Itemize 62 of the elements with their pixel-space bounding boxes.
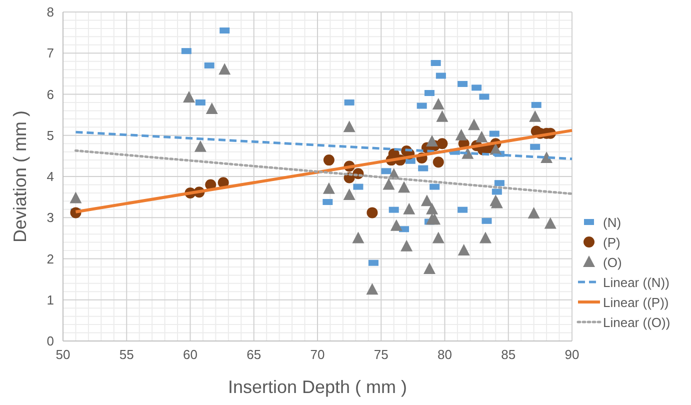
y-tick-label: 1 (46, 292, 54, 308)
point (322, 182, 335, 194)
point (218, 63, 231, 75)
point (343, 120, 356, 132)
point (528, 207, 540, 219)
x-tick-label: 65 (246, 347, 262, 362)
y-tick-label: 7 (46, 46, 54, 61)
point (458, 244, 470, 256)
legend-label: Linear ((P)) (603, 295, 669, 310)
point (432, 98, 444, 110)
point (390, 219, 402, 231)
point (540, 151, 553, 163)
x-tick-label: 90 (564, 347, 580, 362)
point (382, 178, 395, 190)
legend-label: (P) (603, 235, 620, 250)
point (366, 283, 378, 295)
legend-label: Linear ((N)) (603, 275, 670, 290)
point (398, 181, 410, 193)
point (432, 232, 444, 244)
y-axis-title: Deviation ( mm ) (10, 110, 30, 243)
x-tick-label: 70 (310, 347, 325, 362)
y-tick-label: 4 (46, 169, 54, 184)
legend-label: (N) (603, 215, 622, 230)
point (479, 232, 492, 244)
point (323, 154, 334, 166)
point (194, 140, 206, 152)
y-tick-label: 6 (46, 86, 54, 102)
x-tick-label: 85 (501, 347, 516, 362)
point (423, 262, 436, 274)
point (426, 202, 438, 214)
point (432, 156, 444, 168)
point (436, 138, 448, 150)
y-tick-label: 8 (46, 4, 54, 20)
point (352, 232, 364, 244)
point (426, 135, 438, 147)
y-tick-label: 3 (46, 210, 54, 226)
point (436, 110, 448, 122)
point (403, 202, 416, 214)
point (529, 110, 542, 122)
x-tick-label: 80 (438, 347, 452, 362)
point (400, 240, 413, 252)
x-tick-label: 60 (183, 347, 198, 362)
point (206, 102, 218, 114)
point (476, 130, 488, 142)
x-tick-label: 75 (374, 347, 388, 362)
point (544, 217, 556, 229)
x-axis-title: Insertion Depth ( mm ) (228, 377, 408, 397)
y-tick-label: 0 (46, 334, 54, 348)
point (366, 207, 378, 218)
point (420, 194, 433, 206)
y-tick-label: 5 (46, 128, 54, 143)
point (343, 188, 356, 200)
point (70, 192, 82, 204)
legend-label: Linear ((O)) (603, 315, 670, 330)
y-tick-label: 2 (46, 251, 54, 266)
x-tick-label: 55 (119, 347, 134, 362)
legend-label: (O) (603, 255, 622, 270)
point (468, 118, 480, 130)
point (428, 213, 441, 225)
point (182, 91, 195, 103)
x-tick-label: 50 (56, 347, 70, 362)
point (455, 128, 468, 140)
